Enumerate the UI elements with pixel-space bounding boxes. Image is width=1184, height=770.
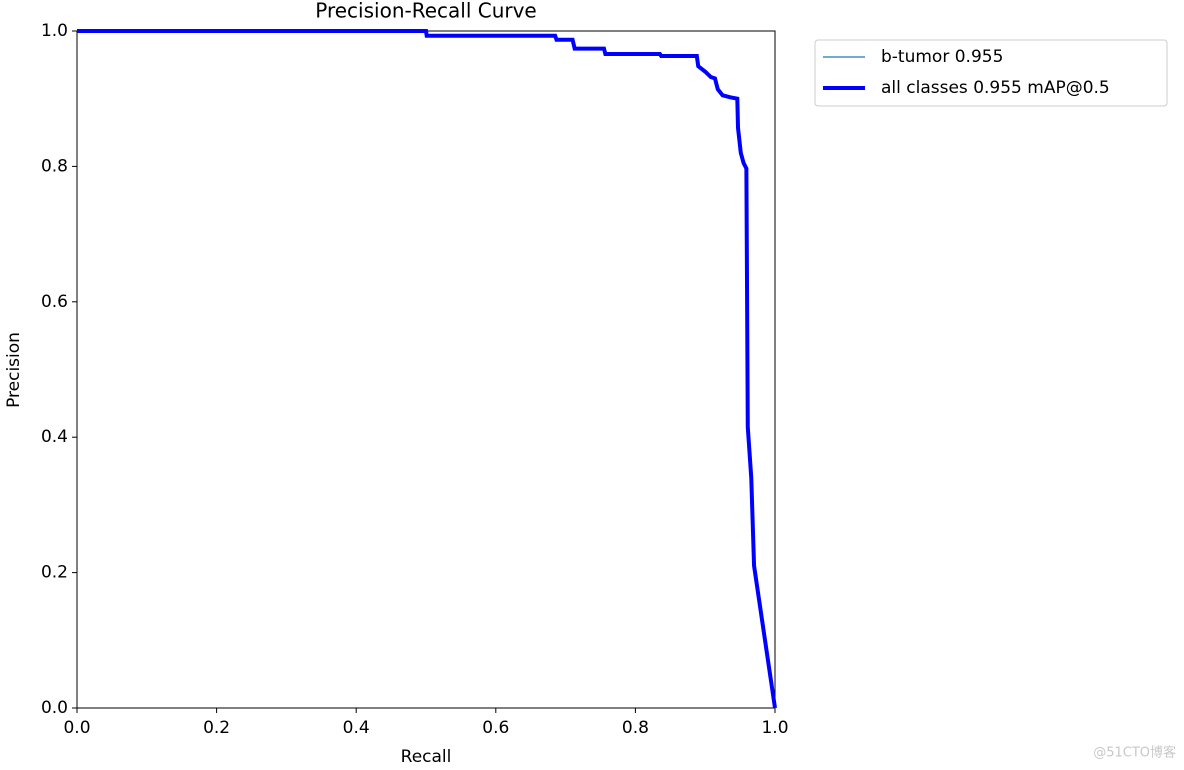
y-tick-label: 0.8 [41,156,68,176]
x-tick-label: 0.4 [343,718,370,738]
y-tick-label: 1.0 [41,21,68,41]
x-tick-label: 0.0 [63,718,90,738]
pr-curve [77,29,777,709]
chart-title: Precision-Recall Curve [315,0,536,23]
y-tick-label: 0.2 [41,563,68,583]
y-tick-label: 0.6 [41,292,68,312]
y-tick-label: 0.0 [41,698,68,718]
y-tick-label: 0.4 [41,427,68,447]
x-tick-label: 1.0 [761,718,788,738]
pr-curve [77,30,776,709]
plot-frame [76,30,776,709]
legend-label: b-tumor 0.955 [881,47,1003,67]
watermark: @51CTO博客 [1093,745,1176,761]
legend-label: all classes 0.955 mAP@0.5 [881,78,1110,98]
x-axis-label: Recall [401,747,452,767]
x-tick-label: 0.8 [622,718,649,738]
legend-box [814,39,1168,107]
y-axis-label: Precision [4,332,24,408]
x-tick-label: 0.6 [482,718,509,738]
x-tick-label: 0.2 [203,718,230,738]
